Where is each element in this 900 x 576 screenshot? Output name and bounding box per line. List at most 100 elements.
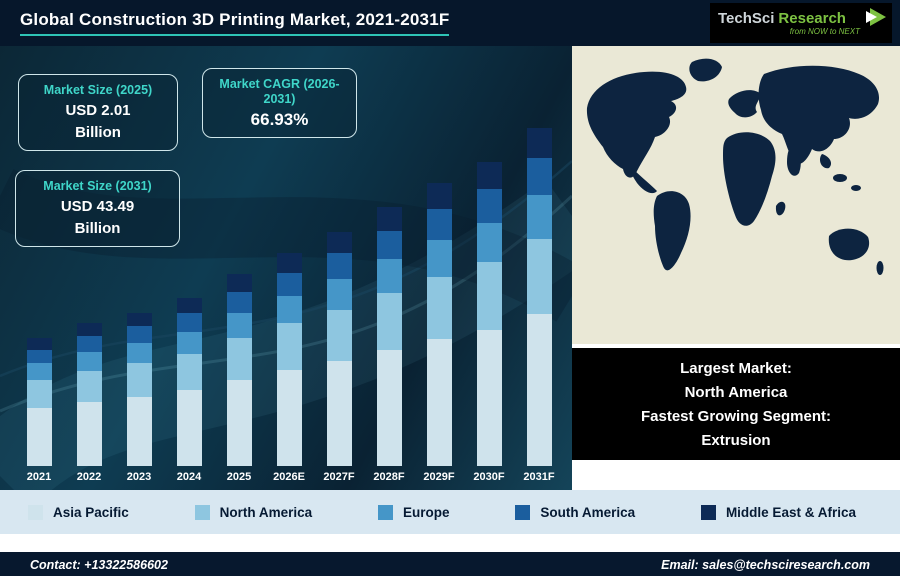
legend-label: Europe — [402, 504, 450, 520]
x-axis-label: 2028F — [373, 471, 405, 483]
bar-stack — [326, 231, 352, 466]
bar-segment-middle-east-africa — [26, 338, 52, 350]
bar-stack — [26, 338, 52, 466]
bar-segment-south-america — [26, 349, 52, 364]
legend-swatch — [515, 504, 531, 520]
largest-market-label: Largest Market: — [680, 359, 792, 377]
legend-swatch — [700, 504, 716, 520]
stat-value: USD 43.49 — [60, 198, 135, 215]
bar-column-2021: 2021 — [14, 338, 64, 484]
legend-item-south-america: South America — [515, 504, 636, 520]
bar-segment-europe — [526, 195, 552, 240]
bar-segment-asia-pacific — [426, 339, 452, 466]
bar-segment-middle-east-africa — [176, 298, 202, 313]
bar-segment-north-america — [26, 379, 52, 409]
bar-stack — [526, 128, 552, 466]
stat-label: Market Size (2025) — [43, 83, 153, 97]
bar-segment-europe — [376, 259, 402, 293]
contact-phone: Contact: +13322586602 — [30, 558, 168, 572]
bar-segment-north-america — [426, 277, 452, 339]
footer: Contact: +13322586602 Email: sales@techs… — [0, 550, 900, 576]
chart-panel: Market Size (2025) USD 2.01 Billion Mark… — [0, 46, 572, 490]
bar-stack — [76, 323, 102, 466]
stat-value: USD 2.01 — [65, 102, 131, 119]
bar-stack — [376, 206, 402, 466]
bar-segment-south-america — [526, 158, 552, 196]
logo-brand-2: Research — [778, 10, 846, 27]
bar-segment-middle-east-africa — [476, 161, 502, 189]
bar-column-2028F: 2028F — [364, 206, 414, 484]
legend-item-europe: Europe — [377, 504, 450, 520]
bar-segment-asia-pacific — [126, 396, 152, 466]
bar-stack — [276, 252, 302, 466]
bar-segment-south-america — [76, 335, 102, 352]
bar-segment-north-america — [526, 239, 552, 314]
bar-segment-middle-east-africa — [376, 206, 402, 231]
x-axis-label: 2029F — [423, 471, 455, 483]
bar-segment-asia-pacific — [176, 390, 202, 466]
bar-segment-north-america — [226, 337, 252, 380]
stat-label: Market CAGR (2026-2031) — [219, 77, 340, 106]
bar-segment-asia-pacific — [376, 349, 402, 466]
bar-segment-europe — [326, 279, 352, 310]
x-axis-label: 2023 — [126, 471, 152, 483]
legend-label: Middle East & Africa — [725, 504, 856, 520]
legend-item-asia-pacific: Asia Pacific — [28, 504, 129, 520]
x-axis-label: 2026E — [273, 471, 305, 483]
header: Global Construction 3D Printing Market, … — [0, 0, 900, 46]
bar-stack — [176, 298, 202, 466]
map-panel: Largest Market: North America Fastest Gr… — [572, 46, 900, 490]
techsci-logo: TechSci Research from NOW to NEXT — [710, 3, 892, 43]
bar-segment-europe — [476, 222, 502, 263]
bar-segment-middle-east-africa — [276, 252, 302, 273]
bar-segment-north-america — [276, 323, 302, 371]
bar-segment-middle-east-africa — [76, 323, 102, 336]
x-axis-label: 2022 — [76, 471, 102, 483]
stat-market-cagr: Market CAGR (2026-2031) 66.93% — [202, 68, 357, 138]
bar-segment-asia-pacific — [476, 329, 502, 466]
bar-segment-north-america — [176, 353, 202, 391]
bar-stack — [426, 182, 452, 466]
bar-segment-south-america — [276, 272, 302, 296]
fastest-segment-label: Fastest Growing Segment: — [640, 407, 832, 425]
bar-segment-asia-pacific — [26, 408, 52, 466]
bars-container: 2021 2022 2023 2024 2025 2026E 2027F 2028F 2029F… — [14, 128, 564, 484]
bar-column-2025: 2025 — [214, 273, 264, 484]
bar-segment-north-america — [376, 292, 402, 350]
bar-column-2031F: 2031F — [514, 128, 564, 484]
largest-market-value: North America — [684, 383, 788, 401]
bar-column-2022: 2022 — [64, 323, 114, 484]
x-axis-label: 2031F — [523, 471, 555, 483]
bar-segment-north-america — [326, 309, 352, 362]
legend-label: South America — [540, 504, 636, 520]
legend-swatch — [28, 504, 43, 520]
bar-stack — [226, 273, 252, 466]
bar-segment-europe — [126, 343, 152, 364]
logo-tagline: from NOW to NEXT — [789, 27, 860, 36]
bar-segment-south-america — [226, 291, 252, 313]
bar-segment-europe — [76, 351, 102, 371]
bar-segment-asia-pacific — [276, 370, 302, 466]
bar-stack — [476, 161, 502, 466]
bar-segment-asia-pacific — [226, 379, 252, 466]
bar-segment-asia-pacific — [526, 313, 552, 466]
contact-email: Email: sales@techsciresearch.com — [661, 558, 870, 572]
bar-segment-south-america — [426, 208, 452, 241]
bar-segment-north-america — [76, 370, 102, 402]
x-axis-label: 2025 — [226, 471, 252, 483]
x-axis-label: 2030F — [473, 471, 505, 483]
bar-column-2024: 2024 — [164, 298, 214, 484]
bar-stack — [126, 312, 152, 466]
bar-column-2023: 2023 — [114, 312, 164, 484]
page-title: Global Construction 3D Printing Market, … — [20, 10, 450, 36]
logo-arrow-icon — [866, 8, 886, 26]
market-highlight-box: Largest Market: North America Fastest Gr… — [572, 348, 900, 460]
bar-segment-middle-east-africa — [426, 182, 452, 209]
bar-segment-north-america — [126, 363, 152, 397]
legend-label: North America — [219, 504, 313, 520]
bar-segment-middle-east-africa — [326, 231, 352, 253]
bar-segment-south-america — [176, 312, 202, 332]
stacked-bar-chart: 2021 2022 2023 2024 2025 2026E 2027F 2028F 2029F… — [14, 128, 564, 484]
bar-segment-europe — [426, 240, 452, 278]
stat-unit: Billion — [75, 124, 121, 141]
